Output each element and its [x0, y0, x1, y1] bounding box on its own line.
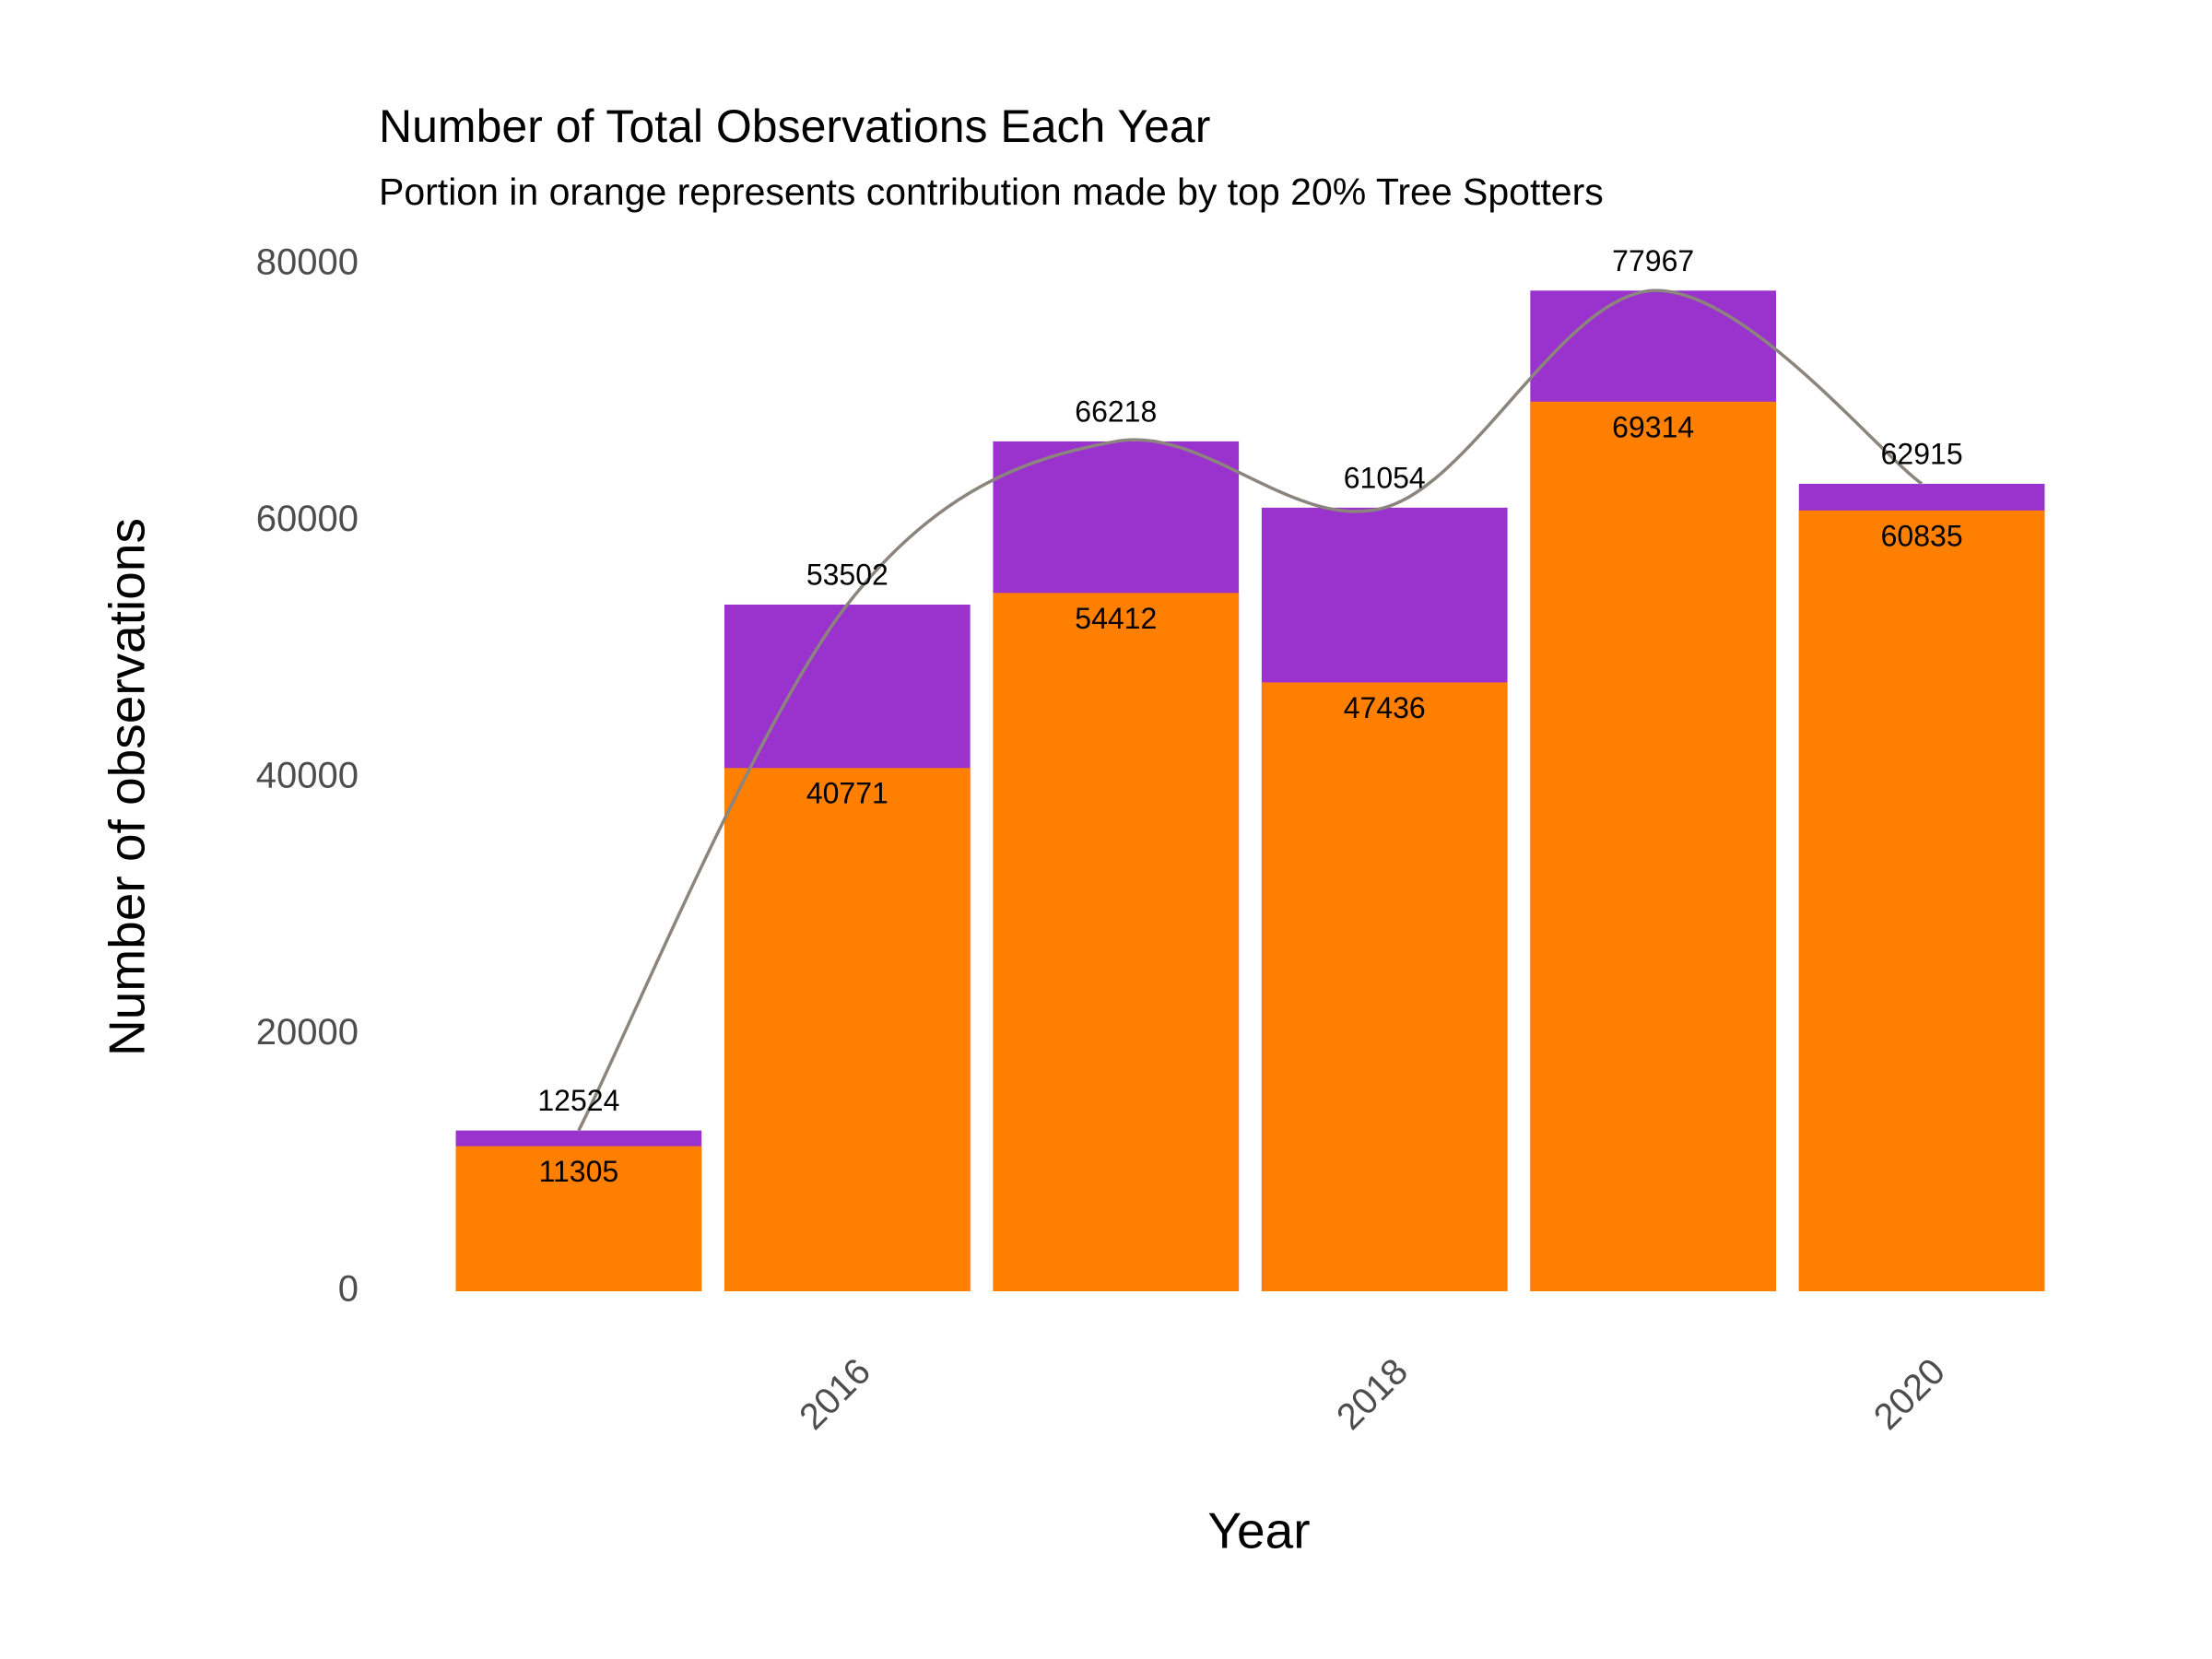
value-label: 53502: [806, 558, 888, 591]
value-label: 12524: [537, 1084, 619, 1117]
value-label: 60835: [1881, 519, 1963, 552]
value-label: 66218: [1075, 394, 1157, 428]
bar: [724, 768, 971, 1291]
value-label: 61054: [1344, 461, 1426, 494]
y-tick-label: 20000: [256, 1012, 359, 1053]
value-label: 62915: [1881, 437, 1963, 470]
y-tick-label: 0: [338, 1269, 359, 1310]
value-label: 69314: [1612, 410, 1694, 443]
bar: [1261, 682, 1508, 1291]
x-axis-title: Year: [1207, 1502, 1310, 1559]
y-tick-label: 80000: [256, 242, 359, 283]
trend-line: [577, 288, 1924, 1132]
bar: [993, 593, 1240, 1291]
bar: [1798, 510, 2045, 1291]
value-label: 40771: [806, 777, 888, 810]
value-label: 54412: [1075, 602, 1157, 635]
value-label: 11305: [539, 1155, 619, 1188]
value-label: 77967: [1612, 244, 1694, 277]
bar: [1530, 401, 1777, 1291]
value-label: 47436: [1344, 691, 1426, 724]
y-axis-title: Number of observations: [99, 518, 156, 1056]
x-tick-label: 2018: [1329, 1351, 1416, 1438]
y-tick-label: 40000: [256, 756, 359, 796]
bar: [455, 1146, 702, 1291]
chart-subtitle: Portion in orange represents contributio…: [379, 171, 1604, 213]
y-tick-label: 60000: [256, 499, 359, 539]
x-tick-label: 2020: [1866, 1351, 1953, 1438]
x-tick-label: 2016: [792, 1351, 878, 1438]
chart-title: Number of Total Observations Each Year: [379, 100, 1210, 152]
